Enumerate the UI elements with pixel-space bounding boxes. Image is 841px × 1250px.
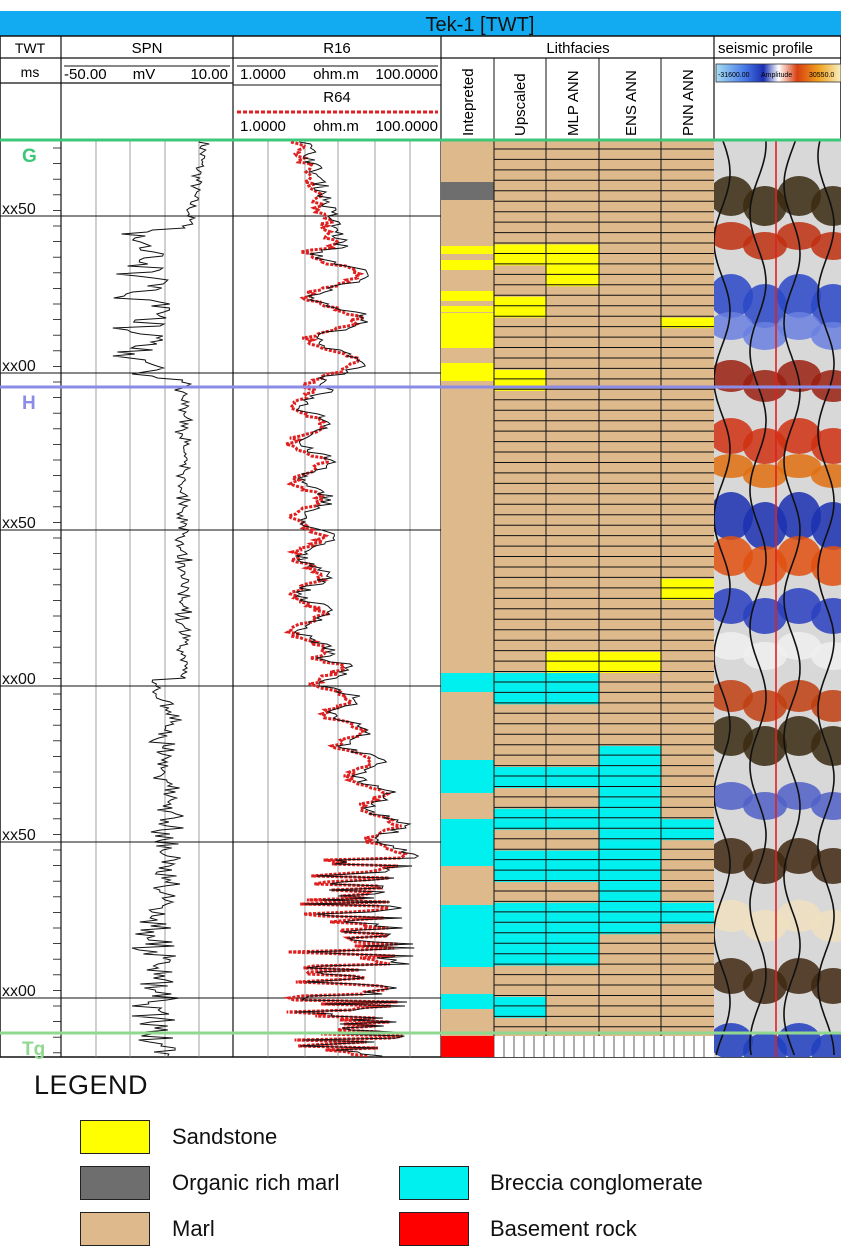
legend-label-breccia-conglomerate: Breccia conglomerate (490, 1170, 703, 1195)
depth-label: xx00 (2, 358, 36, 375)
litho-col-ens: ENS ANN (623, 70, 640, 136)
seismic-title: seismic profile (718, 40, 813, 57)
legend-swatch-sandstone (80, 1120, 150, 1154)
r64-max: 100.0000 (375, 118, 438, 135)
litho-title: Lithfacies (546, 40, 609, 57)
litho-block (441, 313, 494, 348)
depth-label: xx50 (2, 515, 36, 532)
legend-swatch-basement-rock (399, 1212, 469, 1246)
litho-block (441, 246, 494, 254)
legend-title: LEGEND (34, 1070, 149, 1100)
legend-label-sandstone: Sandstone (172, 1124, 278, 1149)
r64-unit: ohm.m (313, 118, 359, 135)
depth-label: xx50 (2, 827, 36, 844)
lithofacies-tracks (441, 140, 714, 1057)
litho-block (441, 363, 494, 381)
legend-label-organic-rich-marl: Organic rich marl (172, 1170, 340, 1195)
litho-col-mlp: MLP ANN (565, 70, 582, 136)
twt-unit: ms (21, 64, 40, 80)
r64-title: R64 (323, 89, 351, 106)
litho-block (441, 760, 494, 793)
horizon-label: Tg (22, 1039, 45, 1060)
seismic-label: Amplitude (761, 72, 792, 79)
litho-col-pnn: PNN ANN (680, 69, 697, 136)
legend: LEGEND Sandstone Organic rich marl Brecc… (0, 1060, 841, 1250)
litho-block (441, 291, 494, 301)
legend-swatch-organic-rich-marl (80, 1166, 150, 1200)
r64-min: 1.0000 (240, 118, 286, 135)
legend-label-marl: Marl (172, 1216, 215, 1241)
seismic-max: 30550.0 (809, 72, 834, 79)
litho-block (441, 905, 494, 967)
r16-unit: ohm.m (313, 66, 359, 83)
legend-swatch-breccia-conglomerate (399, 1166, 469, 1200)
horizon-label: H (22, 393, 36, 414)
seismic-colorbar (715, 63, 841, 83)
r16-max: 100.0000 (375, 66, 438, 83)
spn-unit: mV (133, 66, 156, 83)
litho-block (441, 306, 494, 312)
spn-min: -50.00 (64, 66, 107, 83)
legend-swatch-marl (80, 1212, 150, 1246)
legend-label-basement-rock: Basement rock (490, 1216, 637, 1241)
title-bar (0, 11, 841, 36)
litho-block (441, 182, 494, 200)
twt-title: TWT (15, 40, 46, 56)
depth-label: xx00 (2, 671, 36, 688)
litho-block (441, 673, 494, 692)
r16-curve (293, 141, 420, 1057)
seismic-min: -31600.00 (718, 72, 750, 79)
litho-block (441, 260, 494, 270)
horizon-label: G (22, 146, 37, 167)
litho-col-upscaled: Upscaled (512, 73, 529, 136)
litho-col-intepreted: Intepreted (460, 68, 477, 136)
litho-block (441, 819, 494, 866)
depth-label: xx50 (2, 201, 36, 218)
spn-max: 10.00 (190, 66, 228, 83)
spn-curve (112, 141, 210, 1057)
depth-label: xx00 (2, 983, 36, 1000)
r16-title: R16 (323, 40, 351, 57)
litho-block (441, 994, 494, 1009)
well-title: Tek-1 [TWT] (426, 14, 535, 36)
spn-title: SPN (132, 40, 163, 57)
well-log-panel: Tek-1 [TWT] TWT ms SPN -50.00 mV 10.00 R… (0, 11, 841, 1060)
seismic-section (714, 140, 841, 1057)
r16-min: 1.0000 (240, 66, 286, 83)
